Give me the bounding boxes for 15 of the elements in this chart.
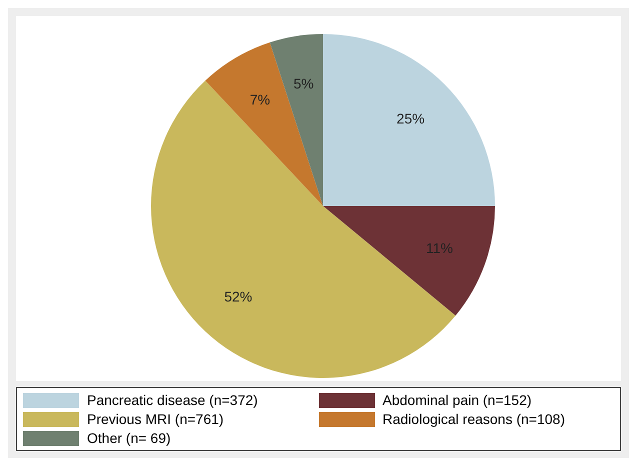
pie-slice	[323, 34, 495, 206]
legend-label: Pancreatic disease (n=372)	[87, 392, 258, 408]
data-label: 7%	[250, 91, 270, 108]
data-label: 5%	[294, 76, 314, 92]
pie-slice	[323, 206, 495, 316]
pie-slice	[151, 80, 456, 378]
legend-label: Other (n= 69)	[87, 430, 171, 446]
legend-label: Abdominal pain (n=152)	[382, 392, 532, 408]
data-label: 11%	[426, 240, 454, 256]
pie-slice	[270, 34, 323, 206]
data-label: 52%	[224, 288, 252, 304]
legend-label: Radiological reasons (n=108)	[382, 411, 565, 427]
data-label: 25%	[396, 110, 425, 126]
legend-label: Previous MRI (n=761)	[87, 411, 224, 427]
pie-slice	[205, 42, 323, 206]
